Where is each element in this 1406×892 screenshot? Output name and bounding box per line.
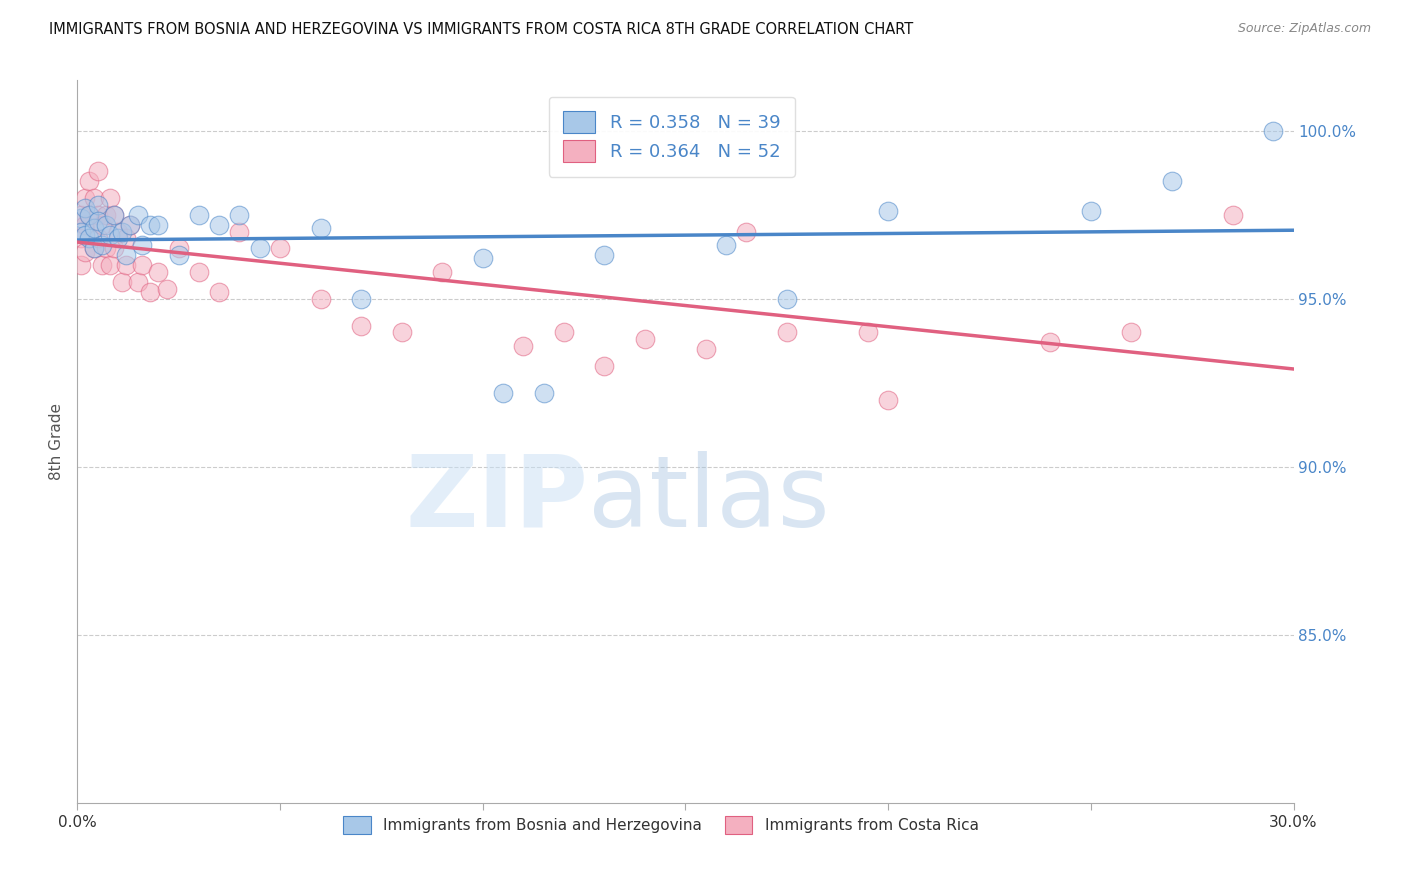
Point: [94, 241, 117, 255]
Point: [877, 204, 900, 219]
Point: [75, 201, 97, 215]
Point: [115, 258, 138, 272]
Point: [492, 385, 515, 400]
Point: [1263, 124, 1285, 138]
Point: [593, 248, 616, 262]
Point: [94, 218, 117, 232]
Point: [593, 359, 616, 373]
Point: [1161, 174, 1184, 188]
Point: [533, 385, 555, 400]
Point: [90, 218, 112, 232]
Point: [75, 191, 97, 205]
Point: [208, 218, 231, 232]
Point: [70, 208, 93, 222]
Point: [70, 231, 93, 245]
Point: [776, 326, 799, 340]
Point: [111, 275, 134, 289]
Point: [1121, 326, 1143, 340]
Point: [148, 218, 170, 232]
Point: [79, 174, 101, 188]
Point: [155, 282, 177, 296]
Point: [695, 342, 717, 356]
Point: [79, 231, 101, 245]
Point: [1080, 204, 1102, 219]
Point: [856, 326, 879, 340]
Point: [471, 252, 494, 266]
Text: ZIP: ZIP: [405, 450, 588, 548]
Point: [714, 238, 737, 252]
Point: [1222, 208, 1244, 222]
Point: [86, 208, 108, 222]
Text: Source: ZipAtlas.com: Source: ZipAtlas.com: [1237, 22, 1371, 36]
Point: [98, 191, 121, 205]
Point: [118, 218, 141, 232]
Point: [90, 238, 112, 252]
Point: [79, 208, 101, 222]
Point: [107, 231, 129, 245]
Point: [83, 221, 105, 235]
Point: [83, 241, 105, 255]
Point: [391, 326, 413, 340]
Point: [735, 225, 758, 239]
Point: [350, 318, 373, 333]
Point: [208, 285, 231, 299]
Point: [634, 332, 657, 346]
Point: [167, 241, 190, 255]
Legend: Immigrants from Bosnia and Herzegovina, Immigrants from Costa Rica: Immigrants from Bosnia and Herzegovina, …: [336, 808, 987, 842]
Point: [75, 227, 97, 242]
Point: [127, 275, 149, 289]
Point: [103, 208, 125, 222]
Point: [86, 214, 108, 228]
Point: [776, 292, 799, 306]
Point: [139, 285, 162, 299]
Text: IMMIGRANTS FROM BOSNIA AND HERZEGOVINA VS IMMIGRANTS FROM COSTA RICA 8TH GRADE C: IMMIGRANTS FROM BOSNIA AND HERZEGOVINA V…: [49, 22, 914, 37]
Point: [75, 218, 97, 232]
Point: [188, 208, 211, 222]
Point: [86, 197, 108, 211]
Point: [107, 225, 129, 239]
Point: [148, 265, 170, 279]
Point: [1039, 335, 1062, 350]
Point: [115, 231, 138, 245]
Point: [228, 208, 250, 222]
Point: [79, 208, 101, 222]
Point: [269, 241, 291, 255]
Point: [131, 238, 153, 252]
Point: [83, 241, 105, 255]
Point: [131, 258, 153, 272]
Point: [70, 225, 93, 239]
Point: [350, 292, 373, 306]
Y-axis label: 8th Grade: 8th Grade: [49, 403, 65, 480]
Point: [83, 191, 105, 205]
Point: [118, 218, 141, 232]
Point: [90, 258, 112, 272]
Point: [86, 164, 108, 178]
Point: [111, 225, 134, 239]
Point: [98, 227, 121, 242]
Point: [309, 221, 332, 235]
Point: [139, 218, 162, 232]
Point: [309, 292, 332, 306]
Point: [94, 208, 117, 222]
Point: [98, 258, 121, 272]
Point: [228, 225, 250, 239]
Point: [103, 241, 125, 255]
Point: [512, 339, 534, 353]
Point: [188, 265, 211, 279]
Point: [75, 244, 97, 259]
Point: [553, 326, 575, 340]
Point: [103, 208, 125, 222]
Point: [70, 258, 93, 272]
Point: [115, 248, 138, 262]
Point: [430, 265, 453, 279]
Point: [877, 392, 900, 407]
Point: [70, 211, 93, 225]
Point: [86, 231, 108, 245]
Point: [249, 241, 271, 255]
Point: [167, 248, 190, 262]
Point: [127, 208, 149, 222]
Text: atlas: atlas: [588, 450, 830, 548]
